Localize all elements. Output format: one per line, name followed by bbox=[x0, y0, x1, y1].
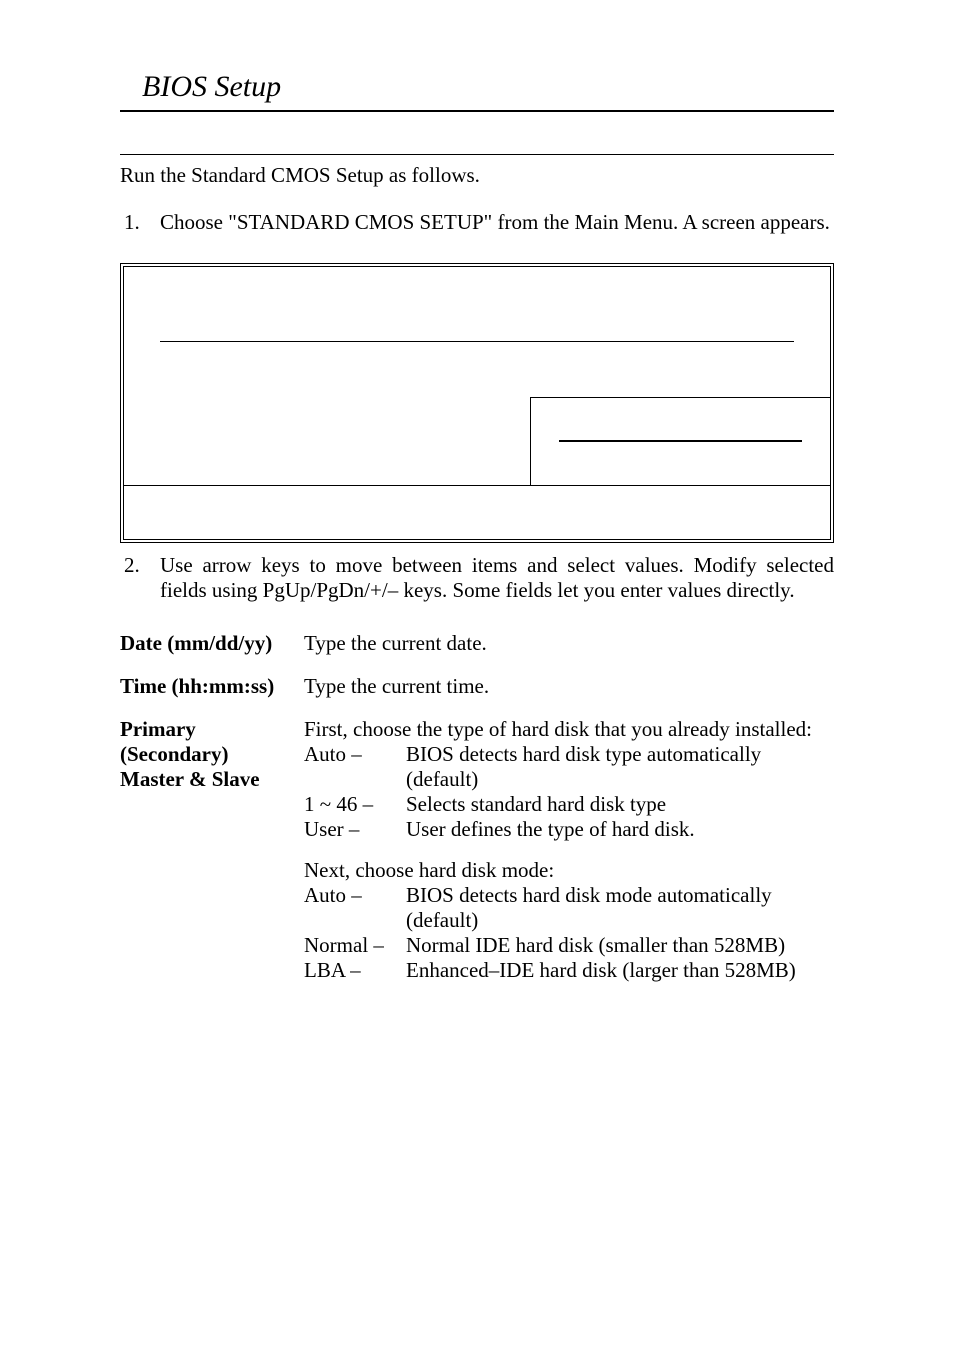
option-key: 1 ~ 46 – bbox=[304, 792, 406, 817]
definition-date: Date (mm/dd/yy) Type the current date. bbox=[120, 631, 834, 656]
definition-body: First, choose the type of hard disk that… bbox=[304, 717, 834, 983]
option-key: Auto – bbox=[304, 883, 406, 933]
option-value: Enhanced–IDE hard disk (larger than 528M… bbox=[406, 958, 834, 983]
option-value: User defines the type of hard disk. bbox=[406, 817, 834, 842]
definition-label: Time (hh:mm:ss) bbox=[120, 674, 304, 699]
mode-option: LBA – Enhanced–IDE hard disk (larger tha… bbox=[304, 958, 834, 983]
definition-body: Type the current date. bbox=[304, 631, 834, 656]
diagram-subbox bbox=[530, 397, 830, 485]
type-option: Auto – BIOS detects hard disk type autom… bbox=[304, 742, 834, 792]
mode-option: Normal – Normal IDE hard disk (smaller t… bbox=[304, 933, 834, 958]
option-value: BIOS detects hard disk type automaticall… bbox=[406, 742, 834, 792]
label-line: Master & Slave bbox=[120, 767, 260, 791]
step-number: 2. bbox=[124, 553, 160, 603]
drives-intro2: Next, choose hard disk mode: bbox=[304, 858, 834, 883]
option-key: LBA – bbox=[304, 958, 406, 983]
diagram-rule bbox=[124, 485, 830, 486]
step-number: 1. bbox=[124, 210, 160, 235]
definitions-list: Date (mm/dd/yy) Type the current date. T… bbox=[120, 631, 834, 983]
diagram-subbox-rule bbox=[559, 440, 802, 442]
intro-text: Run the Standard CMOS Setup as follows. bbox=[120, 154, 834, 188]
option-value: Normal IDE hard disk (smaller than 528MB… bbox=[406, 933, 834, 958]
label-line: (Secondary) bbox=[120, 742, 229, 766]
definition-label: Primary (Secondary) Master & Slave bbox=[120, 717, 304, 983]
drives-intro1: First, choose the type of hard disk that… bbox=[304, 717, 834, 742]
label-line: Primary bbox=[120, 717, 196, 741]
diagram-rule bbox=[160, 341, 794, 342]
step-2: 2. Use arrow keys to move between items … bbox=[124, 553, 834, 603]
option-key: Normal – bbox=[304, 933, 406, 958]
definition-label: Date (mm/dd/yy) bbox=[120, 631, 304, 656]
option-key: User – bbox=[304, 817, 406, 842]
definition-drives: Primary (Secondary) Master & Slave First… bbox=[120, 717, 834, 983]
option-value: Selects standard hard disk type bbox=[406, 792, 834, 817]
screen-diagram bbox=[120, 263, 834, 543]
step-text: Use arrow keys to move between items and… bbox=[160, 553, 834, 603]
step-text: Choose "STANDARD CMOS SETUP" from the Ma… bbox=[160, 210, 834, 235]
type-option: User – User defines the type of hard dis… bbox=[304, 817, 834, 842]
page-title: BIOS Setup bbox=[142, 70, 834, 104]
type-option: 1 ~ 46 – Selects standard hard disk type bbox=[304, 792, 834, 817]
option-key: Auto – bbox=[304, 742, 406, 792]
page-header: BIOS Setup bbox=[120, 70, 834, 112]
step-1: 1. Choose "STANDARD CMOS SETUP" from the… bbox=[124, 210, 834, 235]
option-value: BIOS detects hard disk mode automaticall… bbox=[406, 883, 834, 933]
definition-time: Time (hh:mm:ss) Type the current time. bbox=[120, 674, 834, 699]
mode-option: Auto – BIOS detects hard disk mode autom… bbox=[304, 883, 834, 933]
definition-body: Type the current time. bbox=[304, 674, 834, 699]
